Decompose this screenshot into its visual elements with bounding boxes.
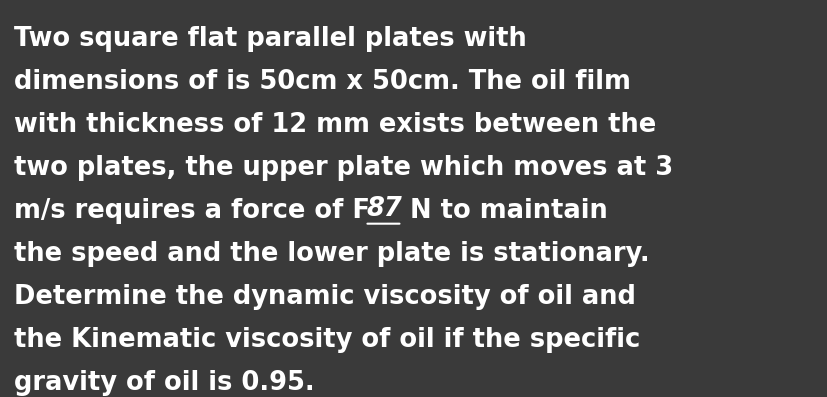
Text: N to maintain: N to maintain <box>401 198 608 224</box>
Text: with thickness of 12 mm exists between the: with thickness of 12 mm exists between t… <box>14 112 657 138</box>
Text: Two square flat parallel plates with: Two square flat parallel plates with <box>14 26 527 52</box>
Text: 87: 87 <box>366 197 402 222</box>
Text: the speed and the lower plate is stationary.: the speed and the lower plate is station… <box>14 241 650 267</box>
Text: dimensions of is 50cm x 50cm. The oil film: dimensions of is 50cm x 50cm. The oil fi… <box>14 69 631 95</box>
Text: Determine the dynamic viscosity of oil and: Determine the dynamic viscosity of oil a… <box>14 284 636 310</box>
Text: gravity of oil is 0.95.: gravity of oil is 0.95. <box>14 370 315 396</box>
Text: m/s requires a force of F: m/s requires a force of F <box>14 198 380 224</box>
Text: two plates, the upper plate which moves at 3: two plates, the upper plate which moves … <box>14 155 673 181</box>
Text: the Kinematic viscosity of oil if the specific: the Kinematic viscosity of oil if the sp… <box>14 327 641 353</box>
